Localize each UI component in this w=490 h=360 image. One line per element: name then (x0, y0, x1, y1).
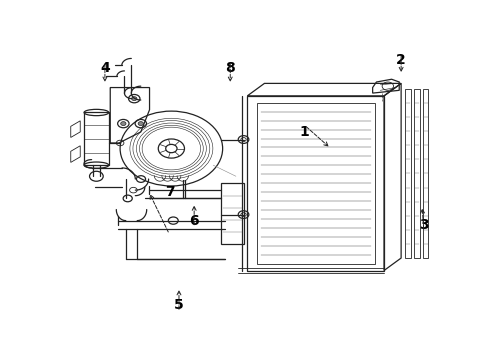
Text: 4: 4 (100, 61, 110, 75)
Text: 5: 5 (174, 298, 184, 312)
Circle shape (121, 122, 126, 126)
Text: 6: 6 (189, 213, 199, 228)
Text: 3: 3 (419, 218, 429, 232)
Text: 8: 8 (225, 61, 235, 75)
Circle shape (138, 122, 144, 126)
Circle shape (132, 97, 137, 100)
Circle shape (166, 144, 177, 153)
Text: 7: 7 (165, 185, 174, 198)
Text: 1: 1 (299, 125, 309, 139)
Text: 2: 2 (396, 53, 406, 67)
